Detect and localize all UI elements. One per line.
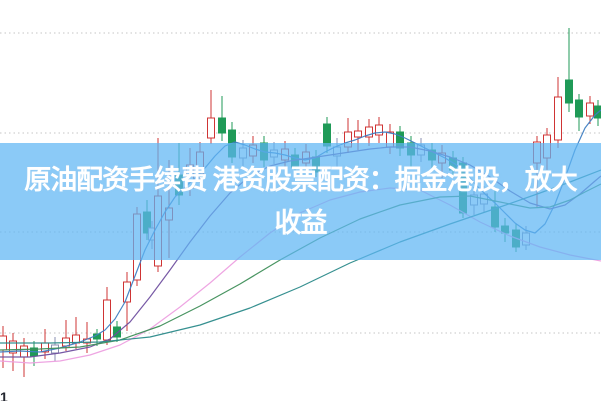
banner-title-line1: 原油配资手续费 港资股票配资：掘金港股，放大 [24, 164, 578, 195]
corner-watermark: 1 [0, 389, 8, 401]
banner-title-line2: 收益 [274, 207, 328, 238]
promo-banner: 原油配资手续费 港资股票配资：掘金港股，放大 收益 [0, 143, 601, 260]
